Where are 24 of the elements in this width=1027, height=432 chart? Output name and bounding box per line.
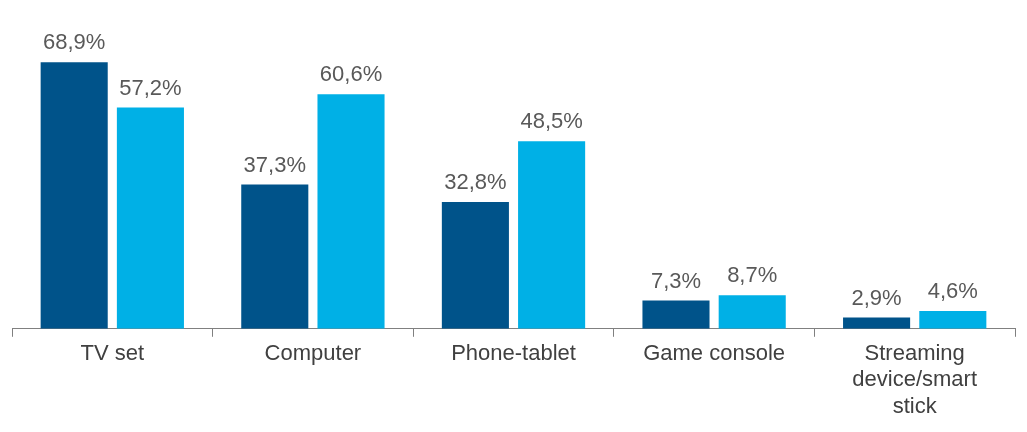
bar <box>116 107 184 329</box>
data-label: 68,9% <box>42 29 106 55</box>
data-label: 57,2% <box>119 74 182 100</box>
data-label: 2,9% <box>851 284 902 310</box>
bar <box>718 295 786 329</box>
bar <box>919 311 987 329</box>
bar <box>317 94 385 329</box>
data-label: 7,3% <box>650 267 702 293</box>
bar <box>642 300 710 329</box>
x-tick-label: Phone-tablet <box>451 340 576 366</box>
data-label: 37,3% <box>243 151 306 177</box>
x-tick-label: Streaming device/smart stick <box>852 340 978 418</box>
data-label: 4,6% <box>927 278 978 304</box>
bar <box>40 62 108 329</box>
x-tick-label: TV set <box>80 340 145 366</box>
x-tick-label: Computer <box>264 340 362 366</box>
data-label: 32,8% <box>444 168 507 194</box>
data-label: 48,5% <box>520 108 583 134</box>
x-tick-label: Game console <box>643 340 786 366</box>
data-label: 60,6% <box>319 61 383 87</box>
bar <box>441 201 509 329</box>
bar <box>518 141 586 329</box>
data-label: 8,7% <box>727 262 778 288</box>
bar <box>241 184 309 329</box>
